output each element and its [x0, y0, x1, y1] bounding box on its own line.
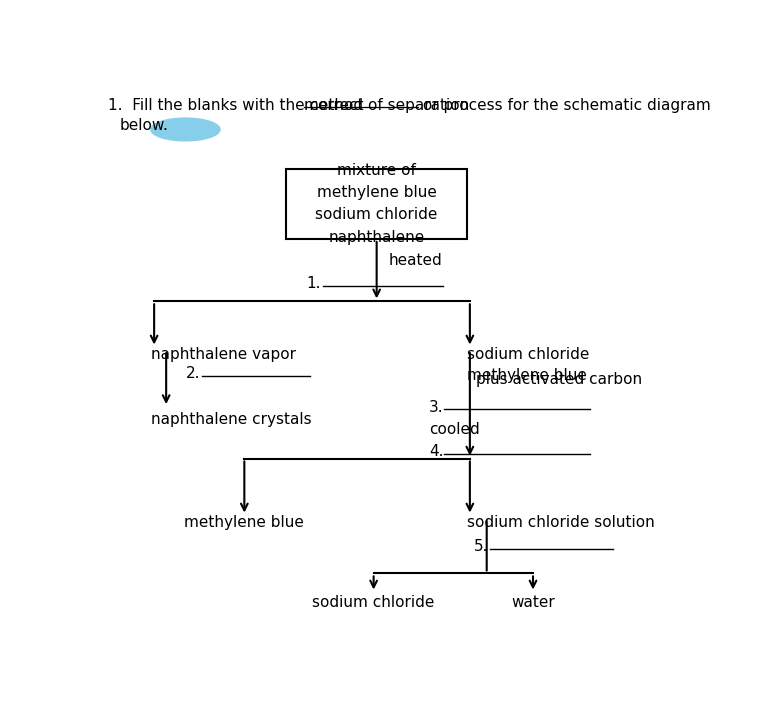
Text: sodium chloride
methylene blue: sodium chloride methylene blue [467, 347, 589, 384]
Text: heated: heated [389, 253, 442, 268]
Text: method of separation: method of separation [304, 98, 469, 113]
Text: sodium chloride: sodium chloride [313, 595, 435, 610]
Text: naphthalene vapor: naphthalene vapor [151, 347, 296, 363]
Text: naphthalene crystals: naphthalene crystals [151, 413, 312, 427]
Text: 1.  Fill the blanks with the correct: 1. Fill the blanks with the correct [108, 98, 368, 113]
Ellipse shape [151, 118, 220, 141]
Text: 2.: 2. [186, 366, 200, 381]
Text: water: water [511, 595, 555, 610]
Text: 3.: 3. [429, 399, 444, 415]
Text: sodium chloride solution: sodium chloride solution [467, 515, 655, 530]
Text: 5.: 5. [473, 539, 488, 554]
Text: plus activated carbon: plus activated carbon [476, 372, 642, 387]
Text: 4.: 4. [429, 444, 443, 459]
Text: methylene blue: methylene blue [185, 515, 304, 530]
Text: below.: below. [120, 118, 168, 133]
Text: 1.: 1. [307, 277, 320, 291]
FancyBboxPatch shape [286, 168, 467, 239]
Text: mixture of
methylene blue
sodium chloride
naphthalene: mixture of methylene blue sodium chlorid… [316, 163, 438, 244]
Text: cooled: cooled [429, 422, 480, 437]
Text: or process for the schematic diagram: or process for the schematic diagram [417, 98, 710, 113]
